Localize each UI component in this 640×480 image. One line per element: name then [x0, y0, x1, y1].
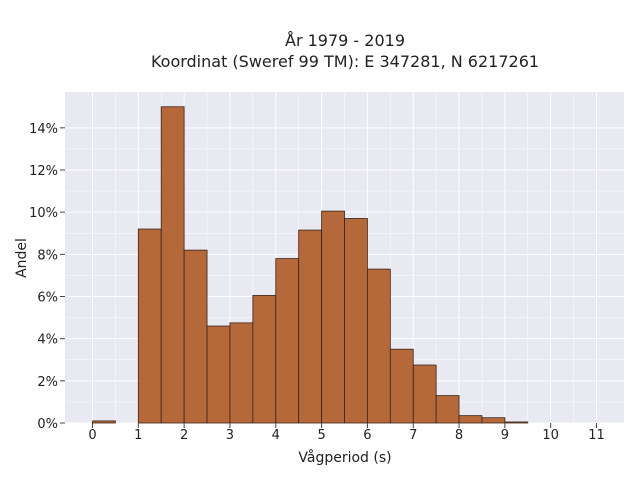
bars — [92, 106, 529, 424]
x-tick-label-2: 2 — [180, 428, 188, 443]
bar-6 — [252, 295, 277, 424]
x-tick-label-8: 8 — [455, 428, 463, 443]
y-axis-ticks: 0% 2% 4% 6% 8% 10% 12% 14% — [29, 122, 65, 432]
bar-12 — [389, 348, 414, 424]
bar-1 — [137, 228, 162, 424]
y-axis-label: Andel — [14, 238, 30, 278]
chart-title-line-1: År 1979 - 2019 — [285, 31, 405, 50]
y-tick-label-6: 12% — [29, 164, 58, 179]
x-tick-label-10: 10 — [542, 428, 559, 443]
x-tick-label-5: 5 — [317, 428, 325, 443]
x-tick-label-6: 6 — [363, 428, 371, 443]
x-tick-label-1: 1 — [134, 428, 142, 443]
bar-17 — [504, 421, 529, 424]
x-tick-label-7: 7 — [409, 428, 417, 443]
bar-8 — [298, 229, 322, 424]
y-tick-label-1: 2% — [37, 375, 58, 390]
bar-7 — [275, 258, 300, 424]
x-tick-label-0: 0 — [88, 428, 96, 443]
x-tick-label-3: 3 — [226, 428, 234, 443]
bar-14 — [435, 395, 460, 424]
bar-16 — [481, 417, 506, 424]
bar-0 — [92, 420, 116, 424]
bar-15 — [458, 415, 483, 424]
bar-10 — [344, 218, 368, 424]
bar-9 — [321, 210, 345, 424]
bar-3 — [183, 249, 208, 424]
x-axis-ticks: 0 1 2 3 4 5 6 7 8 9 10 11 — [88, 423, 605, 443]
bar-13 — [412, 364, 437, 424]
y-tick-label-5: 10% — [29, 206, 58, 221]
y-tick-label-7: 14% — [29, 122, 58, 137]
y-tick-label-3: 6% — [37, 291, 58, 306]
y-tick-label-2: 4% — [37, 333, 58, 348]
y-tick-label-4: 8% — [37, 248, 58, 263]
x-tick-label-9: 9 — [501, 428, 509, 443]
bar-4 — [206, 325, 231, 424]
y-tick-label-0: 0% — [37, 417, 58, 432]
x-tick-label-4: 4 — [272, 428, 280, 443]
x-axis-label: Vågperiod (s) — [298, 449, 391, 466]
bar-2 — [160, 106, 185, 424]
bar-5 — [229, 322, 254, 424]
chart-title-line-2: Koordinat (Sweref 99 TM): E 347281, N 62… — [151, 52, 539, 71]
x-tick-label-11: 11 — [588, 428, 605, 443]
bar-11 — [367, 268, 391, 424]
